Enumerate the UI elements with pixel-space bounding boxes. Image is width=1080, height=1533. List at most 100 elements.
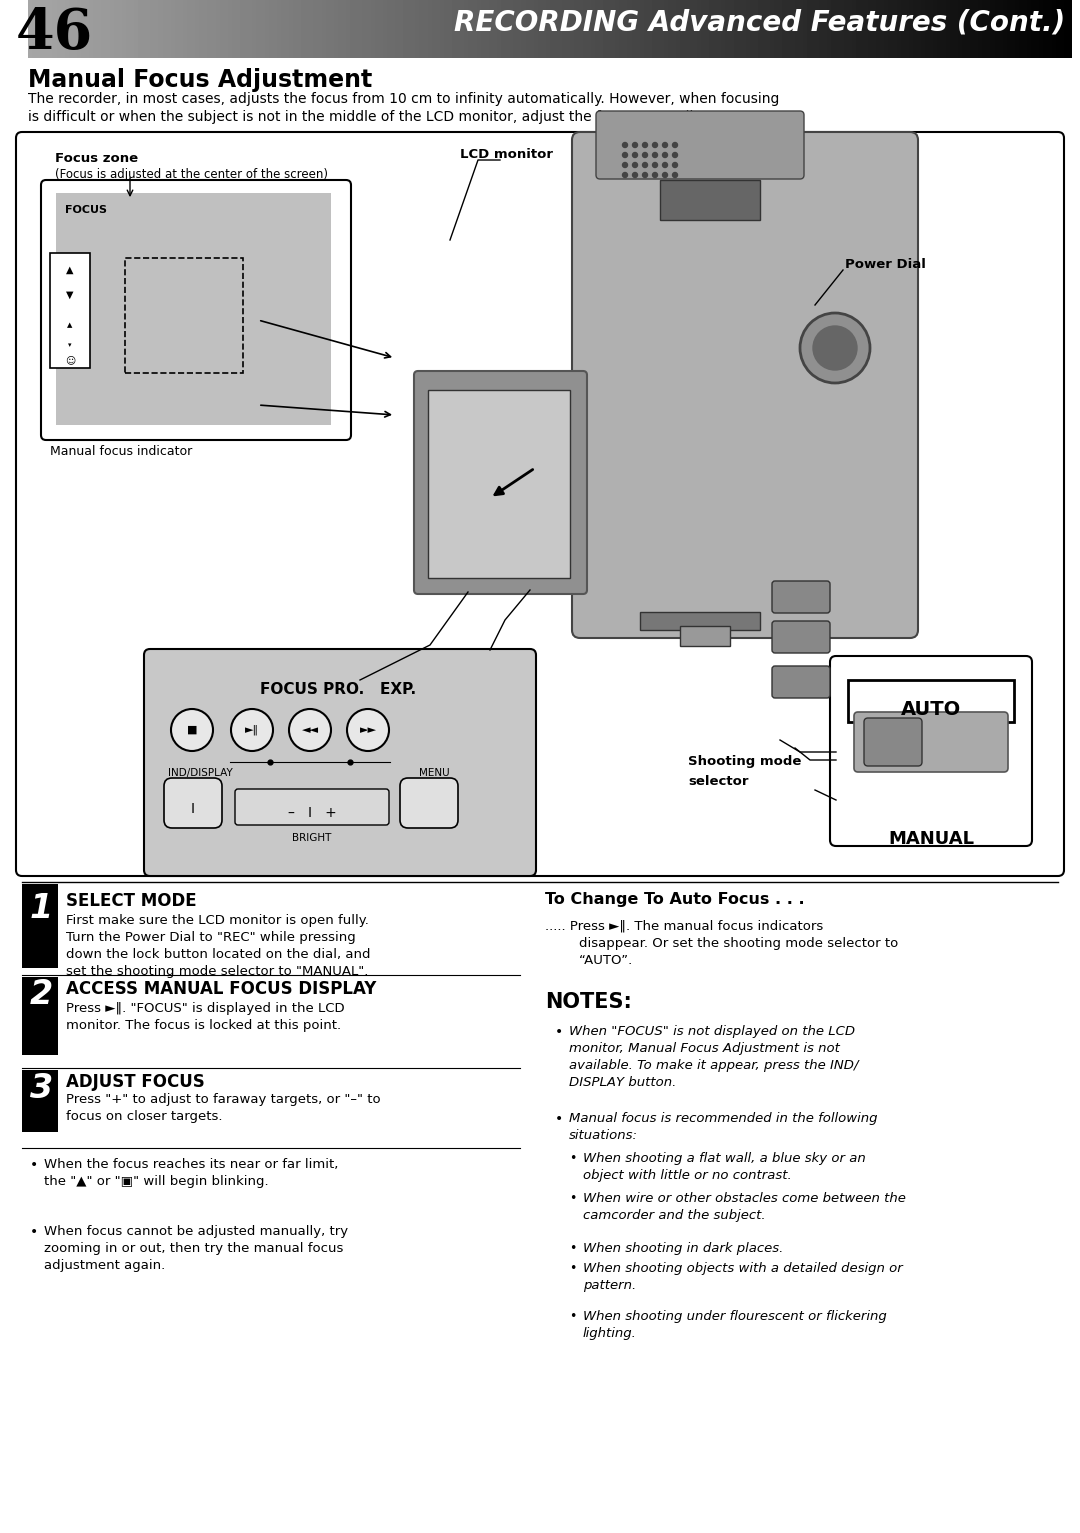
Bar [22,1070,58,1131]
Text: Focus zone: Focus zone [55,152,138,166]
Text: BRIGHT: BRIGHT [293,832,332,843]
Text: FOCUS PRO.   EXP.: FOCUS PRO. EXP. [260,682,416,698]
Text: Shooting mode: Shooting mode [688,754,801,768]
Circle shape [347,708,389,751]
Text: Power Dial: Power Dial [845,258,926,271]
Text: When wire or other obstacles come between the
camcorder and the subject.: When wire or other obstacles come betwee… [583,1193,906,1222]
Bar [50,253,90,368]
FancyBboxPatch shape [772,621,831,653]
Circle shape [652,143,658,147]
FancyBboxPatch shape [144,648,536,875]
Text: First make sure the LCD monitor is open fully.
Turn the Power Dial to "REC" whil: First make sure the LCD monitor is open … [66,914,370,978]
Text: I: I [191,802,195,816]
Circle shape [643,152,648,158]
FancyBboxPatch shape [864,717,922,766]
Circle shape [662,152,667,158]
Text: ◄◄: ◄◄ [301,725,319,734]
Text: Manual focus indicator: Manual focus indicator [50,445,192,458]
Text: ►►: ►► [360,725,377,734]
Bar [56,193,330,425]
FancyBboxPatch shape [235,789,389,825]
Text: •: • [555,1026,564,1039]
Text: 3: 3 [30,1072,53,1105]
Text: •: • [569,1151,577,1165]
FancyBboxPatch shape [414,371,588,593]
Text: AUTO: AUTO [901,701,961,719]
Circle shape [633,152,637,158]
Text: 1: 1 [30,892,53,924]
Text: Manual focus is recommended in the following
situations:: Manual focus is recommended in the follo… [569,1111,877,1142]
Circle shape [622,162,627,167]
Circle shape [633,173,637,178]
Text: ADJUST FOCUS: ADJUST FOCUS [66,1073,205,1091]
FancyBboxPatch shape [848,681,1014,722]
Circle shape [643,173,648,178]
Text: •: • [555,1111,564,1127]
FancyBboxPatch shape [772,581,831,613]
Circle shape [662,162,667,167]
Circle shape [231,708,273,751]
Text: •: • [30,1225,38,1239]
Circle shape [673,152,677,158]
Text: •: • [569,1311,577,1323]
Text: FOCUS: FOCUS [65,205,107,215]
Text: MENU: MENU [419,768,450,779]
Circle shape [171,708,213,751]
Text: 46: 46 [16,6,93,61]
Text: When shooting a flat wall, a blue sky or an
object with little or no contrast.: When shooting a flat wall, a blue sky or… [583,1151,866,1182]
Circle shape [622,143,627,147]
Text: •: • [569,1262,577,1275]
FancyBboxPatch shape [772,665,831,698]
Text: ▲: ▲ [67,322,72,328]
Text: When focus cannot be adjusted manually, try
zooming in or out, then try the manu: When focus cannot be adjusted manually, … [44,1225,348,1272]
Text: MANUAL: MANUAL [888,829,974,848]
Circle shape [643,143,648,147]
Text: When shooting objects with a detailed design or
pattern.: When shooting objects with a detailed de… [583,1262,903,1292]
Text: When shooting in dark places.: When shooting in dark places. [583,1242,783,1256]
Bar [125,258,243,373]
Circle shape [633,162,637,167]
Circle shape [662,173,667,178]
Text: ►‖: ►‖ [245,725,259,736]
Text: ☺: ☺ [65,356,76,365]
Circle shape [813,327,858,369]
Text: LCD monitor: LCD monitor [460,149,553,161]
Circle shape [289,708,330,751]
Bar [660,179,760,221]
Text: selector: selector [688,776,748,788]
Circle shape [652,173,658,178]
Text: –   I   +: – I + [287,806,336,820]
Text: Press "+" to adjust to faraway targets, or "–" to
focus on closer targets.: Press "+" to adjust to faraway targets, … [66,1093,380,1124]
FancyBboxPatch shape [16,132,1064,875]
Text: ▼: ▼ [66,290,73,300]
Text: To Change To Auto Focus . . .: To Change To Auto Focus . . . [545,892,805,908]
Text: When shooting under flourescent or flickering
lighting.: When shooting under flourescent or flick… [583,1311,887,1340]
Text: •: • [569,1193,577,1205]
Text: Press ►‖. "FOCUS" is displayed in the LCD
monitor. The focus is locked at this p: Press ►‖. "FOCUS" is displayed in the LC… [66,1003,345,1032]
Text: SELECT MODE: SELECT MODE [66,892,197,911]
Circle shape [673,173,677,178]
Circle shape [652,162,658,167]
Circle shape [673,143,677,147]
Text: ■: ■ [187,725,198,734]
Circle shape [622,173,627,178]
FancyBboxPatch shape [164,779,222,828]
Bar [22,885,58,967]
Bar [22,977,58,1055]
FancyBboxPatch shape [400,779,458,828]
Text: •: • [569,1242,577,1256]
Bar [680,625,730,645]
Text: When "FOCUS" is not displayed on the LCD
monitor, Manual Focus Adjustment is not: When "FOCUS" is not displayed on the LCD… [569,1026,859,1088]
Text: When the focus reaches its near or far limit,
the "▲" or "▣" will begin blinking: When the focus reaches its near or far l… [44,1157,338,1188]
Text: Manual Focus Adjustment: Manual Focus Adjustment [28,67,373,92]
Text: RECORDING Advanced Features (Cont.): RECORDING Advanced Features (Cont.) [454,9,1065,37]
Text: The recorder, in most cases, adjusts the focus from 10 cm to infinity automatica: The recorder, in most cases, adjusts the… [28,92,780,124]
Circle shape [622,152,627,158]
FancyBboxPatch shape [854,711,1008,773]
Circle shape [662,143,667,147]
Text: ▲: ▲ [66,265,73,274]
Text: IND/DISPLAY: IND/DISPLAY [168,768,233,779]
Text: •: • [30,1157,38,1173]
Text: 2: 2 [30,978,53,1010]
FancyBboxPatch shape [596,110,804,179]
